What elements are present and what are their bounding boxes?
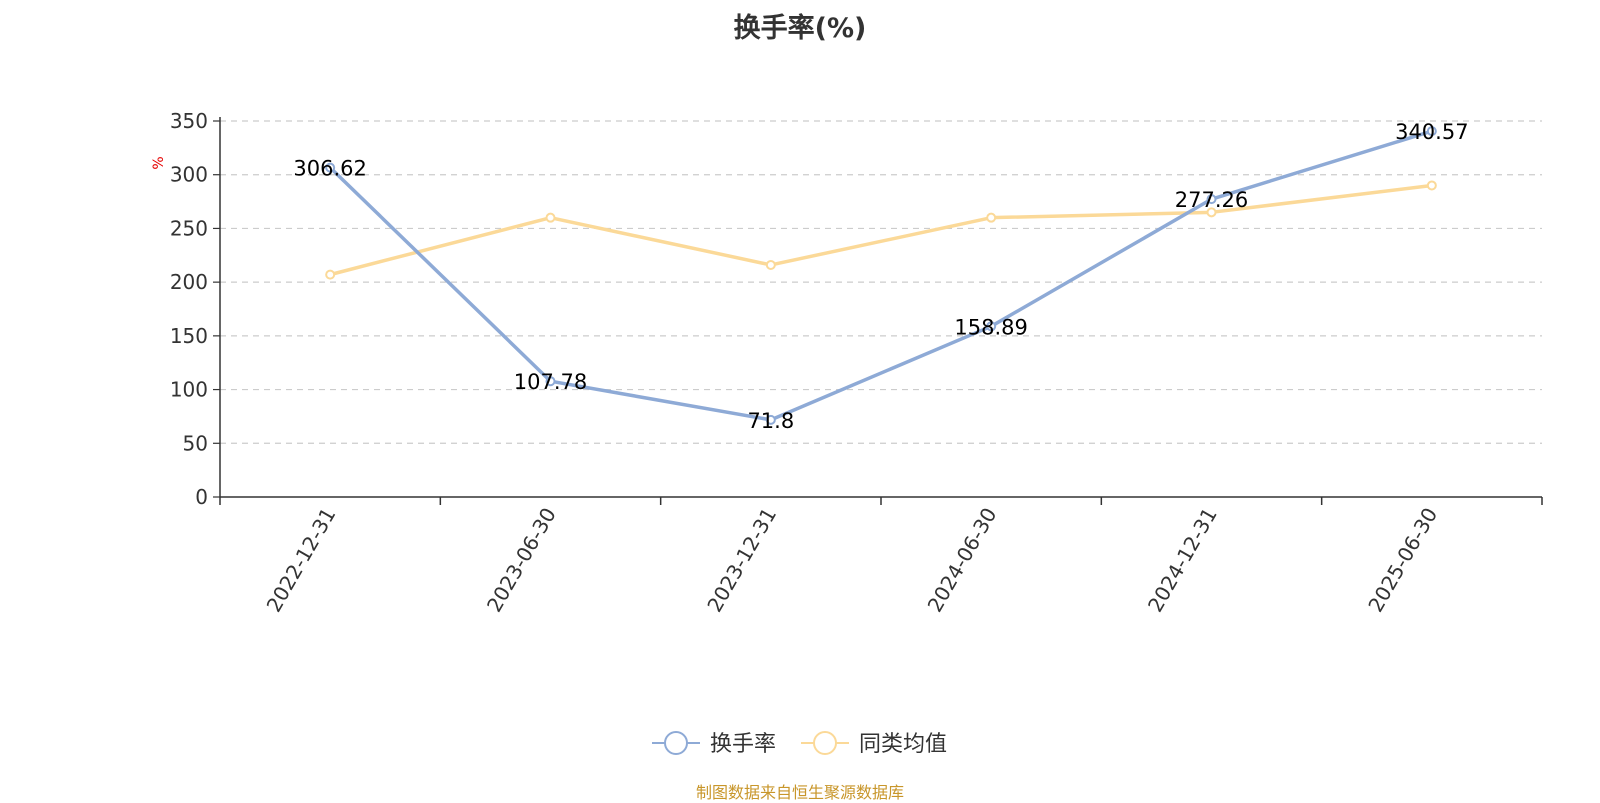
legend-label: 换手率: [710, 732, 776, 757]
data-point: [765, 259, 776, 270]
data-point: [545, 376, 556, 387]
y-tick-label: 50: [183, 431, 208, 455]
legend-item: 同类均值: [801, 731, 947, 757]
y-tick-label: 150: [170, 324, 208, 348]
data-point: [986, 212, 997, 223]
data-point: [1206, 194, 1217, 205]
series-layer: [325, 126, 1437, 425]
series-line: [329, 183, 1433, 277]
series-line: [328, 129, 1433, 422]
data-labels: 306.62 107.78 71.8 158.89 277.26 340.57: [293, 120, 1468, 433]
data-label: 71.8: [747, 409, 794, 433]
data-label: 158.89: [954, 315, 1027, 339]
y-tick-label: 350: [170, 109, 208, 133]
y-axis: 0 50 100 150 200 250 300 350%: [151, 109, 221, 509]
y-tick-label: 200: [170, 270, 208, 294]
x-tick-label: 2023-06-30: [482, 504, 561, 617]
data-label: 306.62: [293, 157, 366, 181]
y-tick-label: 100: [170, 378, 208, 402]
data-point: [1206, 207, 1217, 218]
x-tick-label: 2024-12-31: [1143, 504, 1222, 617]
y-tick-label: 250: [170, 216, 208, 240]
data-label: 107.78: [514, 370, 587, 394]
data-point: [765, 414, 776, 425]
x-tick-label: 2023-12-31: [702, 504, 781, 617]
legend-swatch-marker: [664, 731, 688, 755]
grid-lines: [220, 120, 1542, 444]
x-tick-label: 2024-06-30: [923, 504, 1002, 617]
x-tick-label: 2025-06-30: [1363, 504, 1442, 617]
data-point: [325, 269, 336, 280]
y-tick-label: 300: [170, 163, 208, 187]
legend-item: 换手率: [652, 731, 776, 757]
y-axis-unit: %: [151, 156, 167, 169]
data-point: [1426, 126, 1437, 137]
legend: 换手率 同类均值: [652, 731, 947, 757]
source-note: 制图数据来自恒生聚源数据库: [695, 783, 904, 802]
legend-label: 同类均值: [859, 732, 947, 757]
x-tick-label: 2022-12-31: [262, 504, 341, 617]
x-axis: 2022-12-31 2023-06-30 2023-12-31 2024-06-30…: [219, 496, 1543, 617]
data-point: [986, 321, 997, 332]
legend-swatch-marker: [813, 731, 837, 755]
chart-title: 换手率(%): [733, 13, 867, 44]
data-point: [1426, 180, 1437, 191]
data-label: 340.57: [1395, 120, 1468, 144]
data-point: [325, 162, 336, 173]
data-label: 277.26: [1175, 188, 1248, 212]
data-point: [545, 212, 556, 223]
y-tick-label: 0: [195, 485, 208, 509]
